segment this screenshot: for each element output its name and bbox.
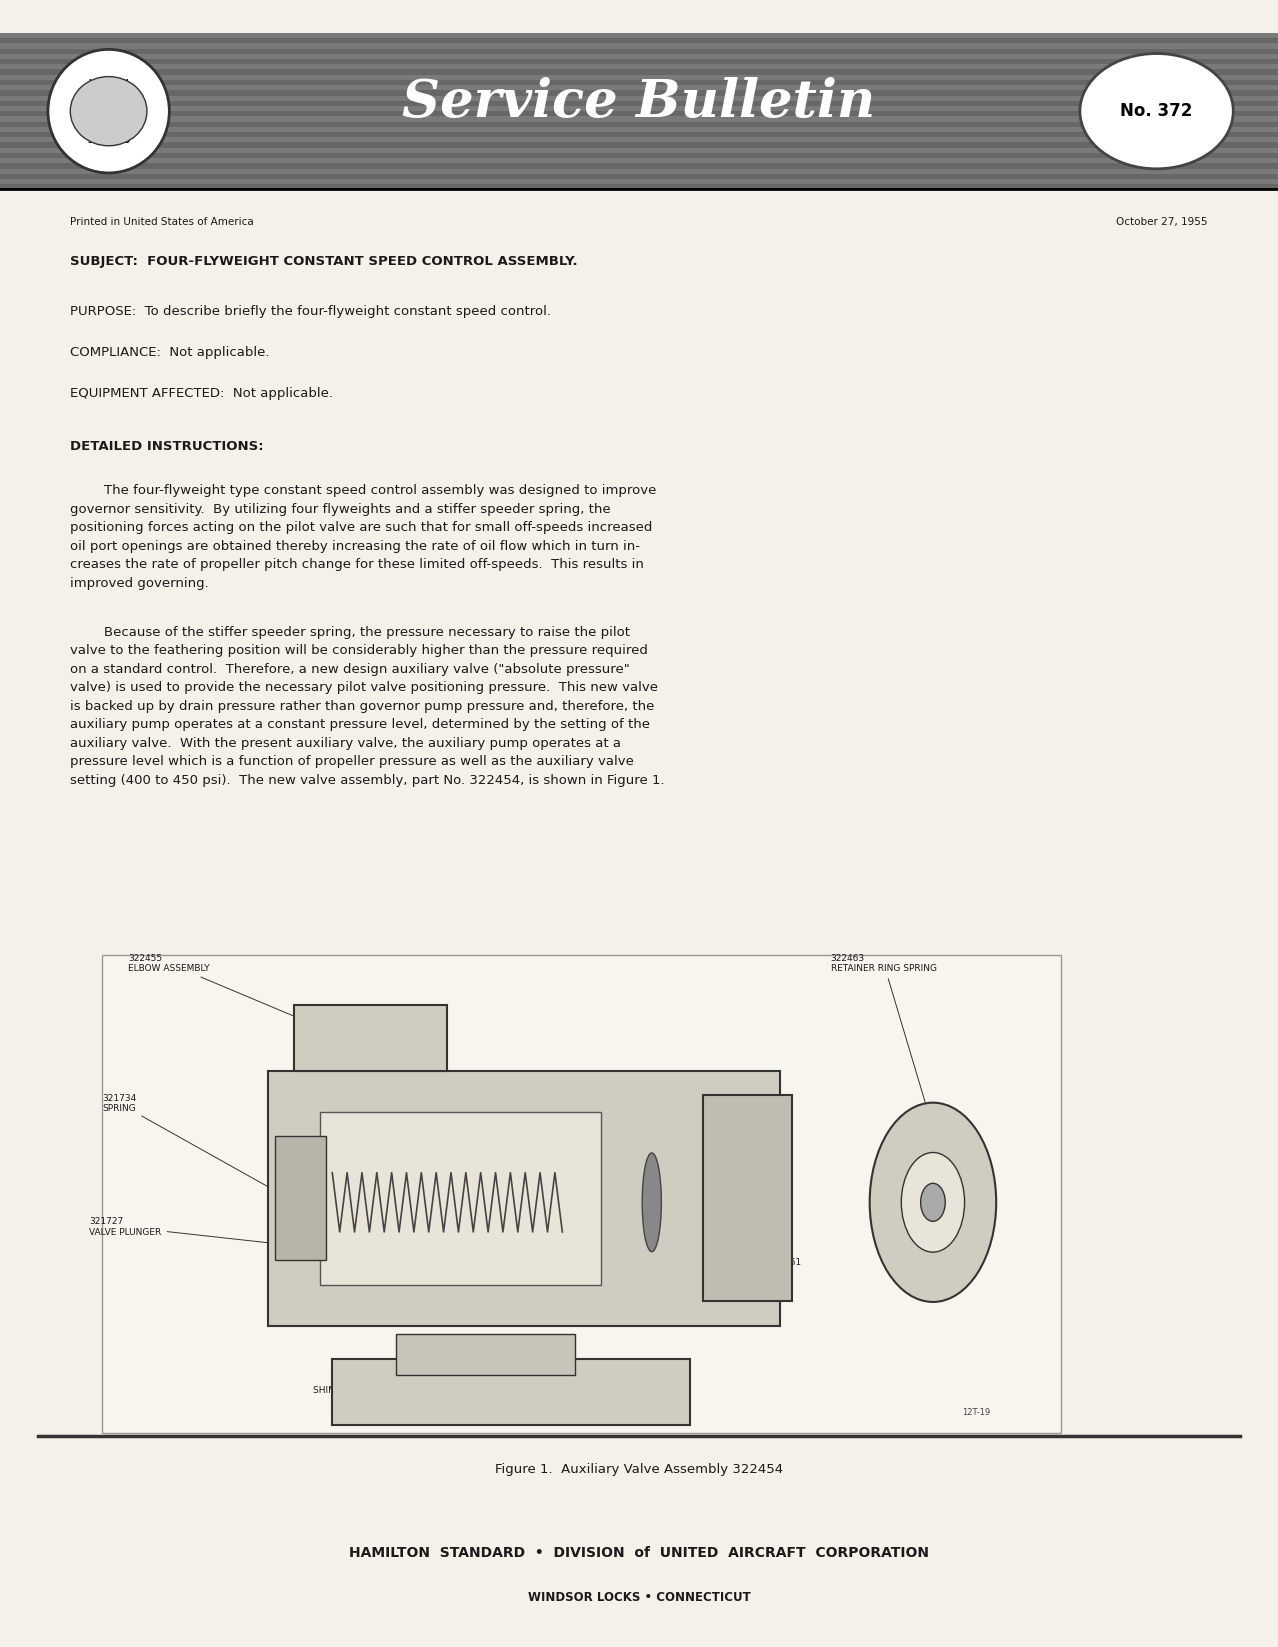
FancyBboxPatch shape <box>0 153 1278 158</box>
Text: Service Bulletin: Service Bulletin <box>403 77 875 128</box>
FancyBboxPatch shape <box>0 91 1278 96</box>
FancyBboxPatch shape <box>275 1136 326 1260</box>
Text: WINDSOR LOCKS • CONNECTICUT: WINDSOR LOCKS • CONNECTICUT <box>528 1591 750 1604</box>
Text: HAMILTON: HAMILTON <box>88 79 129 84</box>
FancyBboxPatch shape <box>0 59 1278 64</box>
FancyBboxPatch shape <box>0 132 1278 137</box>
Text: No. 372: No. 372 <box>1121 102 1192 120</box>
Text: The four-flyweight type constant speed control assembly was designed to improve
: The four-flyweight type constant speed c… <box>70 484 657 590</box>
FancyBboxPatch shape <box>332 1359 690 1425</box>
FancyBboxPatch shape <box>0 48 1278 54</box>
FancyBboxPatch shape <box>0 100 1278 105</box>
Text: Figure 1.  Auxiliary Valve Assembly 322454: Figure 1. Auxiliary Valve Assembly 32245… <box>495 1463 783 1476</box>
FancyBboxPatch shape <box>0 122 1278 127</box>
Text: 12T-19: 12T-19 <box>962 1408 990 1416</box>
FancyBboxPatch shape <box>0 110 1278 117</box>
Text: 321734
SPRING: 321734 SPRING <box>102 1094 279 1192</box>
FancyBboxPatch shape <box>0 184 1278 189</box>
Text: 321584
"O"RING SEAL: 321584 "O"RING SEAL <box>505 1260 649 1288</box>
Text: 322455
ELBOW ASSEMBLY: 322455 ELBOW ASSEMBLY <box>128 954 343 1036</box>
FancyBboxPatch shape <box>268 1071 780 1326</box>
FancyBboxPatch shape <box>0 38 1278 43</box>
Text: PURPOSE:  To describe briefly the four-flyweight constant speed control.: PURPOSE: To describe briefly the four-fl… <box>70 305 551 318</box>
Text: COMPLIANCE:  Not applicable.: COMPLIANCE: Not applicable. <box>70 346 270 359</box>
Text: STANDARD: STANDARD <box>87 138 130 143</box>
Text: DETAILED INSTRUCTIONS:: DETAILED INSTRUCTIONS: <box>70 440 265 453</box>
FancyBboxPatch shape <box>0 175 1278 180</box>
FancyBboxPatch shape <box>0 142 1278 148</box>
FancyBboxPatch shape <box>294 1005 447 1071</box>
FancyBboxPatch shape <box>320 1112 601 1285</box>
FancyBboxPatch shape <box>0 79 1278 86</box>
Ellipse shape <box>49 49 169 173</box>
FancyBboxPatch shape <box>102 955 1061 1433</box>
Text: Because of the stiffer speeder spring, the pressure necessary to raise the pilot: Because of the stiffer speeder spring, t… <box>70 626 665 787</box>
Text: HAMILTON  STANDARD  •  DIVISION  of  UNITED  AIRCRAFT  CORPORATION: HAMILTON STANDARD • DIVISION of UNITED A… <box>349 1547 929 1560</box>
Text: 321727
VALVE PLUNGER: 321727 VALVE PLUNGER <box>89 1217 272 1243</box>
Text: SUBJECT:  FOUR-FLYWEIGHT CONSTANT SPEED CONTROL ASSEMBLY.: SUBJECT: FOUR-FLYWEIGHT CONSTANT SPEED C… <box>70 255 578 268</box>
Text: 322463
RETAINER RING SPRING: 322463 RETAINER RING SPRING <box>831 954 937 1125</box>
Ellipse shape <box>1080 53 1233 168</box>
FancyBboxPatch shape <box>0 163 1278 168</box>
FancyBboxPatch shape <box>396 1334 575 1375</box>
Text: 322461
PLUG: 322461 PLUG <box>744 1229 801 1278</box>
Text: EQUIPMENT AFFECTED:  Not applicable.: EQUIPMENT AFFECTED: Not applicable. <box>70 387 334 400</box>
FancyBboxPatch shape <box>0 33 1278 189</box>
FancyBboxPatch shape <box>0 69 1278 74</box>
FancyBboxPatch shape <box>703 1095 792 1301</box>
Ellipse shape <box>920 1183 946 1222</box>
Text: Printed in United States of America: Printed in United States of America <box>70 217 254 227</box>
Ellipse shape <box>869 1103 997 1301</box>
Text: 322460
SHIM - ADD AS REQUIRED: 322460 SHIM - ADD AS REQUIRED <box>313 1360 445 1395</box>
Ellipse shape <box>642 1153 662 1252</box>
Ellipse shape <box>901 1153 965 1252</box>
Ellipse shape <box>70 76 147 147</box>
Text: October 27, 1955: October 27, 1955 <box>1116 217 1208 227</box>
